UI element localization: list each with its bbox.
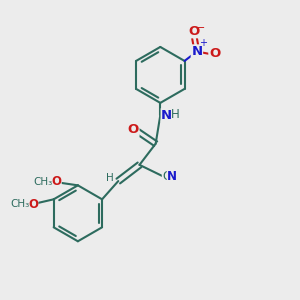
Text: O: O	[188, 25, 200, 38]
Text: H: H	[171, 109, 179, 122]
Text: +: +	[200, 38, 207, 48]
Text: N: N	[161, 109, 172, 122]
Text: N: N	[167, 169, 177, 183]
Text: O: O	[209, 47, 220, 60]
Text: H: H	[106, 172, 114, 182]
Text: C: C	[162, 169, 170, 183]
Text: N: N	[191, 45, 203, 58]
Text: −: −	[196, 23, 206, 33]
Text: O: O	[28, 198, 38, 211]
Text: CH₃: CH₃	[11, 199, 30, 209]
Text: O: O	[51, 175, 62, 188]
Text: O: O	[128, 123, 139, 136]
Text: CH₃: CH₃	[34, 176, 53, 187]
